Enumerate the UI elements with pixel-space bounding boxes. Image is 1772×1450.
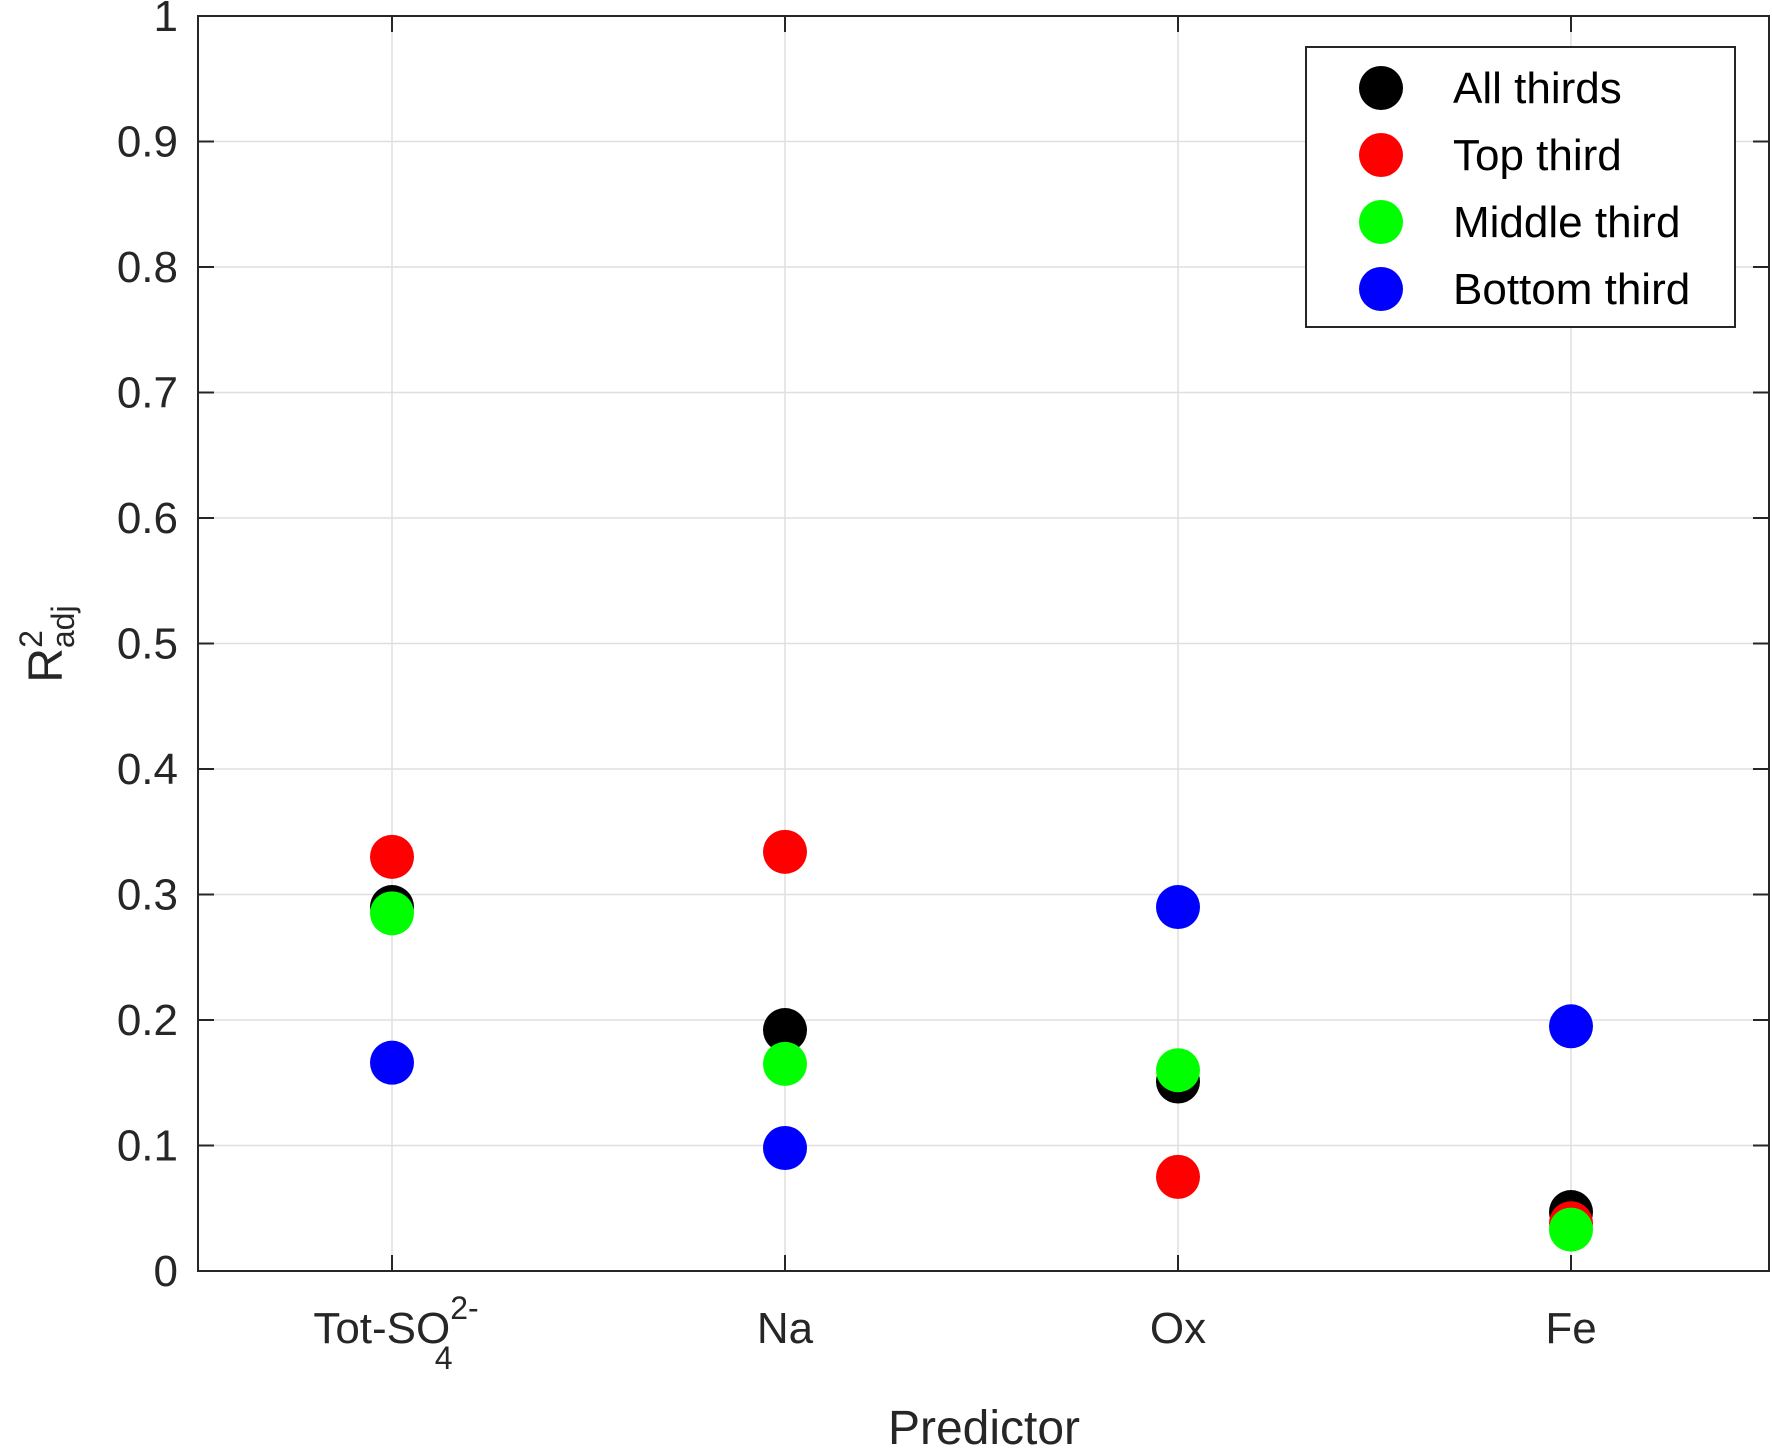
y-tick-label: 0: [154, 1247, 178, 1296]
y-tick-label: 0.5: [117, 620, 178, 669]
y-axis-title: R2adj: [13, 605, 81, 682]
y-axis-title-base: R: [20, 648, 73, 683]
legend-label: Middle third: [1453, 198, 1680, 247]
data-point: [763, 829, 807, 874]
data-point: [370, 891, 414, 936]
x-tick-label-base: Tot-SO: [313, 1304, 450, 1353]
legend-marker: [1359, 267, 1403, 311]
series-middle-third: [370, 891, 1593, 1252]
y-tick-label: 0.1: [117, 1122, 178, 1171]
x-tick-label: Tot-SO2- 4: [313, 1290, 478, 1376]
x-tick-label: Fe: [1545, 1304, 1596, 1353]
y-tick-labels: 0 0.1 0.2 0.3 0.4 0.5 0.6 0.7 0.8 0.9 1: [117, 0, 178, 1296]
data-point: [1549, 1207, 1593, 1252]
legend-label: Bottom third: [1453, 265, 1690, 314]
y-tick-label: 0.2: [117, 996, 178, 1045]
y-tick-label: 0.7: [117, 369, 178, 418]
x-tick-label-superscript: 2-: [450, 1290, 478, 1326]
data-point: [370, 834, 414, 879]
legend-label: Top third: [1453, 131, 1622, 180]
y-tick-label: 0.6: [117, 494, 178, 543]
data-point: [1156, 1154, 1200, 1199]
x-tick-label: Na: [757, 1304, 814, 1353]
legend-marker: [1359, 66, 1403, 110]
series-bottom-third: [370, 885, 1593, 1171]
data-point: [1156, 885, 1200, 930]
data-point: [763, 1008, 807, 1053]
legend-marker: [1359, 200, 1403, 244]
data-point: [1549, 1004, 1593, 1049]
data-point: [370, 1040, 414, 1085]
x-axis-title: Predictor: [888, 1402, 1080, 1450]
svg-text:R2adj: R2adj: [13, 605, 81, 682]
y-tick-label: 0.8: [117, 243, 178, 292]
data-point: [763, 1041, 807, 1086]
y-tick-label: 1: [154, 0, 178, 41]
x-tick-labels: Tot-SO2- 4 Na Ox Fe: [313, 1290, 1596, 1376]
y-tick-label: 0.4: [117, 745, 178, 794]
y-tick-label: 0.9: [117, 118, 178, 167]
legend-label: All thirds: [1453, 64, 1622, 113]
axes-box: [197, 15, 1770, 1272]
y-tick-label: 0.3: [117, 871, 178, 920]
data-point: [1156, 1048, 1200, 1093]
data-points: [370, 829, 1593, 1252]
y-axis-title-subscript: adj: [45, 605, 81, 648]
data-point: [763, 1126, 807, 1171]
legend-marker: [1359, 133, 1403, 177]
x-tick-label: Ox: [1150, 1304, 1206, 1353]
legend: All thirds Top third Middle third Bottom th…: [1305, 46, 1736, 328]
y-axis-title-superscript: 2: [13, 630, 49, 648]
x-tick-label-subscript: 4: [435, 1340, 453, 1376]
